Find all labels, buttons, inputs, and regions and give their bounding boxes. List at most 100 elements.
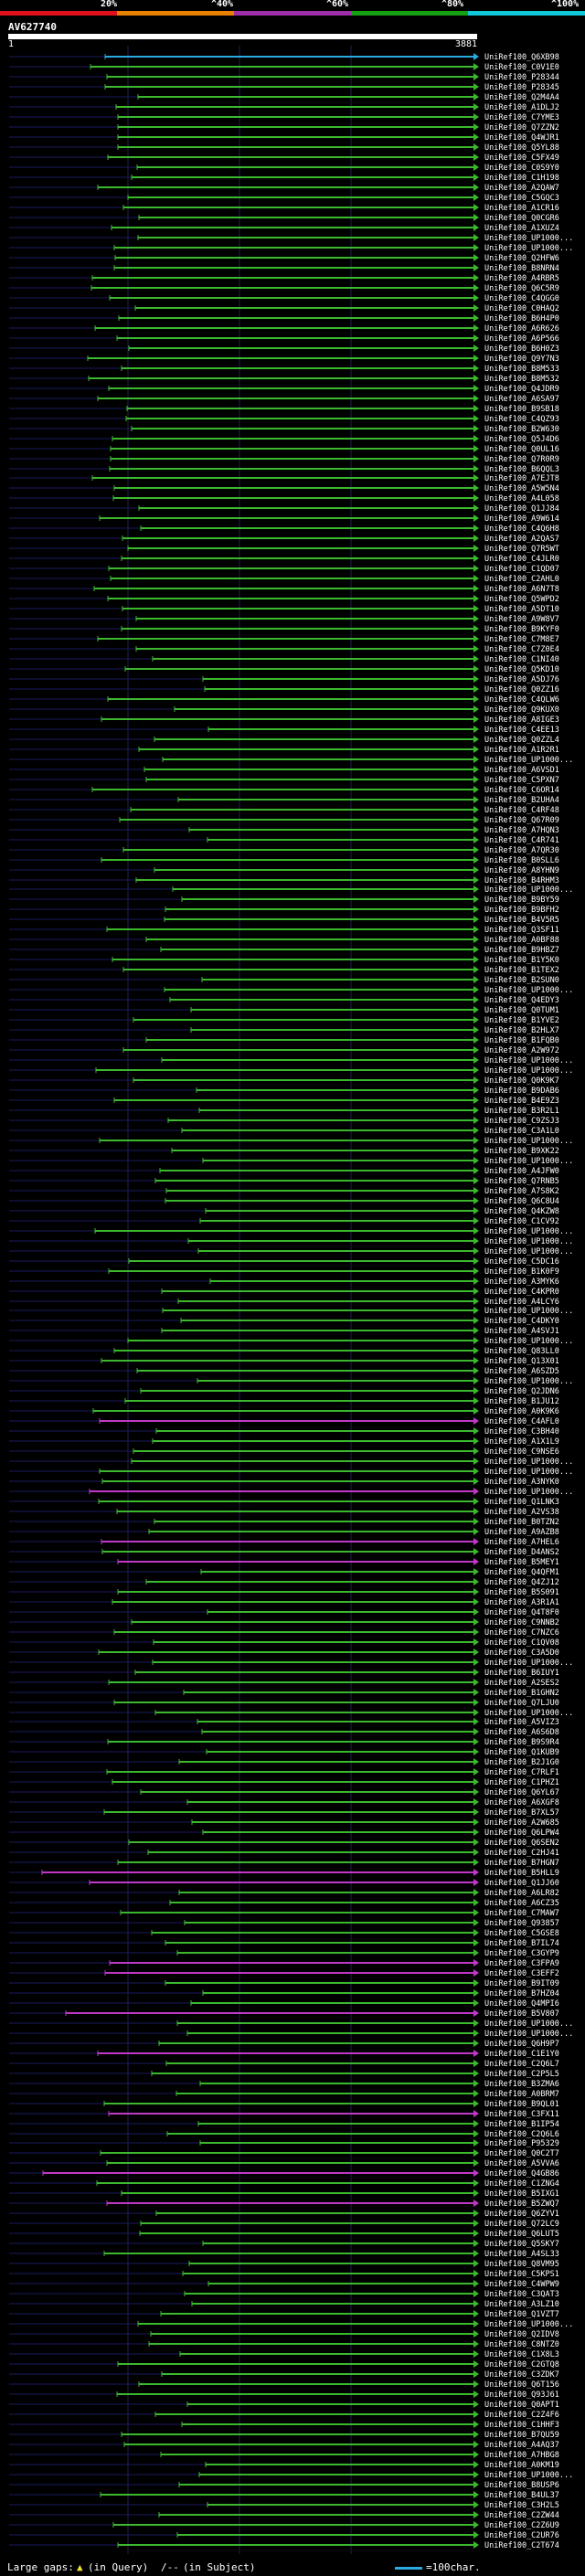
hit-label[interactable]: UniRef100_B2HLX7 <box>484 1026 559 1035</box>
hit-label[interactable]: UniRef100_C1QD07 <box>484 565 559 574</box>
hit-label[interactable]: UniRef100_Q6T156 <box>484 2380 559 2390</box>
hit-label[interactable]: UniRef100_B7HZ04 <box>484 1989 559 1998</box>
hit-label[interactable]: UniRef100_UP1000... <box>484 885 573 895</box>
hit-row[interactable]: UniRef100_A1X1L9 <box>9 1437 559 1447</box>
hit-label[interactable]: UniRef100_C5GSE8 <box>484 1929 559 1938</box>
hit-label[interactable]: UniRef100_A1R2R1 <box>484 746 559 755</box>
hit-row[interactable]: UniRef100_C1ZNG4 <box>9 2179 559 2189</box>
hit-label[interactable]: UniRef100_C4QLW6 <box>484 695 559 705</box>
hit-row[interactable]: UniRef100_Q7LJU0 <box>9 1699 559 1708</box>
hit-label[interactable]: UniRef100_Q3SF11 <box>484 926 559 935</box>
hit-label[interactable]: UniRef100_Q93857 <box>484 1919 559 1928</box>
hit-label[interactable]: UniRef100_Q4JDR9 <box>484 385 559 394</box>
hit-label[interactable]: UniRef100_A9W614 <box>484 514 559 524</box>
hit-label[interactable]: UniRef100_UP1000... <box>484 1458 573 1467</box>
hit-row[interactable]: UniRef100_A4JFW0 <box>9 1167 559 1176</box>
hit-row[interactable]: UniRef100_B1JU12 <box>9 1397 559 1406</box>
hit-row[interactable]: UniRef100_Q6C5R9 <box>9 284 559 293</box>
hit-row[interactable]: UniRef100_UP1000... <box>9 756 573 765</box>
hit-row[interactable]: UniRef100_A7HEL6 <box>9 1538 559 1547</box>
hit-label[interactable]: UniRef100_UP1000... <box>484 1488 573 1497</box>
hit-row[interactable]: UniRef100_C2UR76 <box>9 2531 559 2540</box>
hit-row[interactable]: UniRef100_B1GHN2 <box>9 1689 559 1698</box>
hit-row[interactable]: UniRef100_C4R741 <box>9 836 559 845</box>
hit-label[interactable]: UniRef100_UP1000... <box>484 2030 573 2039</box>
hit-label[interactable]: UniRef100_A7HBG8 <box>484 2451 559 2460</box>
hit-row[interactable]: UniRef100_B5MEY1 <box>9 1558 559 1567</box>
hit-label[interactable]: UniRef100_Q4MPI6 <box>484 1999 559 2009</box>
hit-row[interactable]: UniRef100_C0V1E0 <box>9 63 559 72</box>
hit-row[interactable]: UniRef100_A5VIZ3 <box>9 1718 559 1727</box>
hit-label[interactable]: UniRef100_Q1JJ60 <box>484 1879 559 1888</box>
hit-row[interactable]: UniRef100_Q3SF11 <box>9 926 559 935</box>
hit-label[interactable]: UniRef100_A2SES2 <box>484 1679 559 1688</box>
hit-row[interactable]: UniRef100_Q7ZZN2 <box>9 123 559 133</box>
hit-row[interactable]: UniRef100_Q13X01 <box>9 1357 559 1366</box>
hit-row[interactable]: UniRef100_Q2IDV8 <box>9 2330 559 2339</box>
hit-label[interactable]: UniRef100_A9W8V7 <box>484 615 559 624</box>
hit-row[interactable]: UniRef100_B9HBZ7 <box>9 946 559 955</box>
hit-label[interactable]: UniRef100_UP1000... <box>484 1709 573 1718</box>
hit-label[interactable]: UniRef100_A6XGF8 <box>484 1798 559 1807</box>
hit-label[interactable]: UniRef100_UP1000... <box>484 2320 573 2329</box>
hit-row[interactable]: UniRef100_B1YVE2 <box>9 1016 559 1025</box>
hit-label[interactable]: UniRef100_B7HGN7 <box>484 1859 559 1868</box>
hit-label[interactable]: UniRef100_Q6YL67 <box>484 1788 559 1797</box>
hit-label[interactable]: UniRef100_C1X8L3 <box>484 2350 559 2359</box>
hit-label[interactable]: UniRef100_A4AQ37 <box>484 2441 559 2450</box>
hit-label[interactable]: UniRef100_C3A1L0 <box>484 1127 559 1136</box>
hit-label[interactable]: UniRef100_C1CV92 <box>484 1217 559 1226</box>
hit-label[interactable]: UniRef100_C5PXN7 <box>484 776 559 785</box>
hit-row[interactable]: UniRef100_A6S6D8 <box>9 1728 559 1737</box>
hit-label[interactable]: UniRef100_Q83LL0 <box>484 1347 559 1356</box>
hit-label[interactable]: UniRef100_C0V1E0 <box>484 63 559 72</box>
hit-label[interactable]: UniRef100_A7HQN3 <box>484 826 559 835</box>
hit-label[interactable]: UniRef100_C1E1Y0 <box>484 2050 559 2059</box>
hit-label[interactable]: UniRef100_A6S6D8 <box>484 1728 559 1737</box>
hit-label[interactable]: UniRef100_A6SZD5 <box>484 1367 559 1376</box>
hit-row[interactable]: UniRef100_C3H2L5 <box>9 2501 559 2510</box>
hit-row[interactable]: UniRef100_B2HLX7 <box>9 1026 559 1035</box>
hit-row[interactable]: UniRef100_A7S8K2 <box>9 1187 559 1196</box>
hit-label[interactable]: UniRef100_Q7R5WT <box>484 545 559 554</box>
hit-label[interactable]: UniRef100_B1K0F9 <box>484 1267 559 1277</box>
hit-label[interactable]: UniRef100_A7EJT8 <box>484 474 559 483</box>
hit-label[interactable]: UniRef100_C2UR76 <box>484 2531 559 2540</box>
hit-label[interactable]: UniRef100_UP1000... <box>484 1337 573 1346</box>
hit-label[interactable]: UniRef100_B5V807 <box>484 2009 559 2019</box>
hit-row[interactable]: UniRef100_C5DC16 <box>9 1257 559 1267</box>
hit-label[interactable]: UniRef100_A4SVJ1 <box>484 1327 559 1336</box>
hit-row[interactable]: UniRef100_B7XL57 <box>9 1808 559 1818</box>
hit-row[interactable]: UniRef100_UP1000... <box>9 1137 573 1146</box>
hit-label[interactable]: UniRef100_Q7RNB5 <box>484 1177 559 1186</box>
hit-label[interactable]: UniRef100_UP1000... <box>484 1307 573 1316</box>
hit-row[interactable]: UniRef100_C3ZDK7 <box>9 2370 559 2380</box>
hit-row[interactable]: UniRef100_C1PHZ1 <box>9 1778 559 1787</box>
hit-row[interactable]: UniRef100_UP1000... <box>9 2030 573 2039</box>
hit-row[interactable]: UniRef100_C4Q6H8 <box>9 525 559 534</box>
hit-label[interactable]: UniRef100_A4SL33 <box>484 2250 559 2259</box>
hit-label[interactable]: UniRef100_Q7ZZN2 <box>484 123 559 133</box>
hit-row[interactable]: UniRef100_Q6SEN2 <box>9 1839 559 1848</box>
hit-label[interactable]: UniRef100_Q5SKY7 <box>484 2240 559 2249</box>
hit-row[interactable]: UniRef100_Q5J4D6 <box>9 435 559 444</box>
hit-label[interactable]: UniRef100_Q0C2T7 <box>484 2149 559 2158</box>
hit-row[interactable]: UniRef100_C4JLR0 <box>9 555 559 564</box>
hit-row[interactable]: UniRef100_C4AFL0 <box>9 1417 559 1426</box>
hit-label[interactable]: UniRef100_A3R1A1 <box>484 1598 559 1607</box>
hit-label[interactable]: UniRef100_B8M532 <box>484 375 559 384</box>
hit-row[interactable]: UniRef100_C7YME3 <box>9 113 559 122</box>
hit-row[interactable]: UniRef100_B8M533 <box>9 365 559 374</box>
hit-label[interactable]: UniRef100_UP1000... <box>484 1066 573 1076</box>
hit-row[interactable]: UniRef100_C1X8L3 <box>9 2350 559 2359</box>
hit-row[interactable]: UniRef100_C0HAQ2 <box>9 304 559 313</box>
hit-row[interactable]: UniRef100_C4WPW9 <box>9 2280 559 2289</box>
hit-label[interactable]: UniRef100_B9DAB6 <box>484 1087 559 1096</box>
hit-row[interactable]: UniRef100_C2Q6L7 <box>9 2060 559 2069</box>
hit-row[interactable]: UniRef100_Q4KZW8 <box>9 1207 559 1216</box>
hit-row[interactable]: UniRef100_Q4WJR1 <box>9 133 559 143</box>
hit-row[interactable]: UniRef100_UP1000... <box>9 1237 573 1246</box>
hit-label[interactable]: UniRef100_B0TZN2 <box>484 1518 559 1527</box>
hit-label[interactable]: UniRef100_C3H2L5 <box>484 2501 559 2510</box>
hit-label[interactable]: UniRef100_Q0CGR6 <box>484 214 559 223</box>
